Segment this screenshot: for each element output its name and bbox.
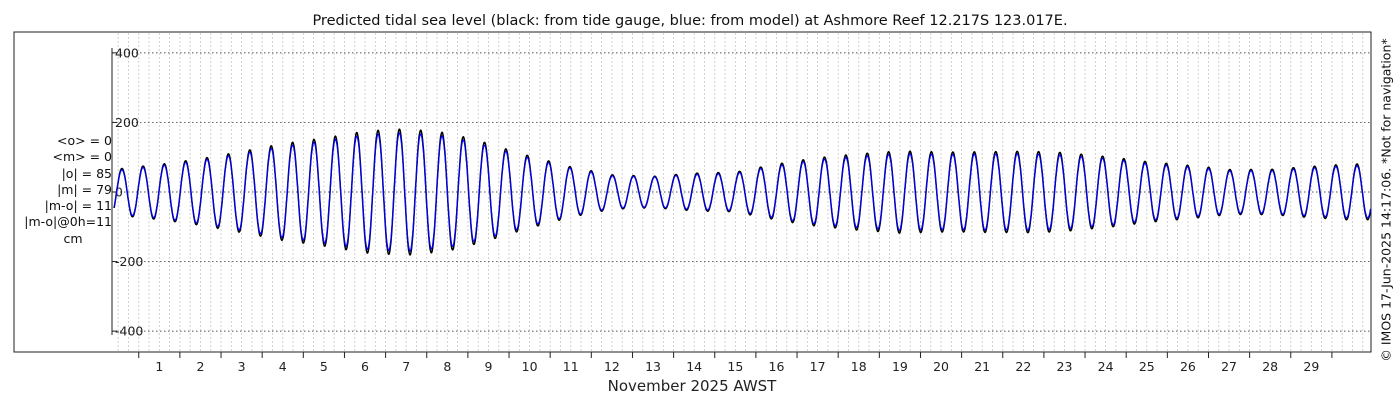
copyright-notice: © IMOS 17-Jun-2025 14:17:06. *Not for na… xyxy=(1378,38,1394,362)
x-tick-label: 8 xyxy=(443,359,451,374)
stat-mean-obs: <o> = 0 xyxy=(57,133,112,148)
stat-abs-model: |m| = 79 xyxy=(57,181,112,197)
x-tick-label: 28 xyxy=(1262,359,1278,374)
x-tick-label: 22 xyxy=(1015,359,1031,374)
x-tick-label: 21 xyxy=(974,359,990,374)
x-tick-label: 4 xyxy=(279,359,287,374)
x-tick-label: 17 xyxy=(810,359,826,374)
x-tick-label: 26 xyxy=(1180,359,1196,374)
x-ticks: 1 2 3 4 5 6 7 8 9 10 11 12 13 14 15 16 17 18 19 20 21 22 23 24 2… xyxy=(138,352,1333,374)
x-tick-label: 11 xyxy=(563,359,579,374)
x-tick-label: 16 xyxy=(769,359,785,374)
series-line-from-model xyxy=(113,132,1372,252)
x-tick-label: 23 xyxy=(1057,359,1073,374)
y-ticks: -400 -200 0 200 400 xyxy=(112,45,143,339)
x-tick-label: 1 xyxy=(155,359,163,374)
x-tick-label: 29 xyxy=(1303,359,1319,374)
stat-abs-diff: |m-o| = 11 xyxy=(44,198,112,214)
grid xyxy=(112,33,1371,351)
y-tick-label: -400 xyxy=(115,324,143,339)
plot-frame xyxy=(13,31,1372,353)
x-tick-label: 19 xyxy=(892,359,908,374)
x-tick-label: 25 xyxy=(1139,359,1155,374)
stat-mean-model: <m> = 0 xyxy=(52,149,113,165)
x-tick-label: 6 xyxy=(361,359,369,374)
x-axis-label: November 2025 AWST xyxy=(608,377,778,395)
x-tick-label: 24 xyxy=(1098,359,1114,374)
y-tick-label: 400 xyxy=(115,45,139,60)
x-tick-label: 27 xyxy=(1221,359,1237,374)
stat-abs-obs: |o| = 85 xyxy=(61,165,112,181)
x-tick-label: 12 xyxy=(604,359,620,374)
x-tick-label: 7 xyxy=(402,359,410,374)
x-tick-label: 2 xyxy=(196,359,204,374)
x-tick-label: 10 xyxy=(522,359,538,374)
x-tick-label: 13 xyxy=(645,359,661,374)
x-tick-label: 5 xyxy=(320,359,328,374)
x-tick-label: 15 xyxy=(727,359,743,374)
stat-abs-diff-0h: |m-o|@0h=11 xyxy=(24,214,112,230)
x-tick-label: 18 xyxy=(851,359,867,374)
x-tick-label: 14 xyxy=(686,359,702,374)
stat-unit: cm xyxy=(63,230,83,246)
x-tick-label: 9 xyxy=(484,359,492,374)
stats-panel: <o> = 0 <m> = 0 |o| = 85 |m| = 79 |m-o| … xyxy=(8,133,112,247)
x-tick-label: 3 xyxy=(238,359,246,374)
series-group xyxy=(113,128,1372,256)
x-tick-label: 20 xyxy=(933,359,949,374)
y-tick-label: 0 xyxy=(115,185,123,200)
chart-title: Predicted tidal sea level (black: from t… xyxy=(312,13,1067,29)
y-tick-label: 200 xyxy=(115,115,139,130)
y-tick-label: -200 xyxy=(115,254,143,269)
